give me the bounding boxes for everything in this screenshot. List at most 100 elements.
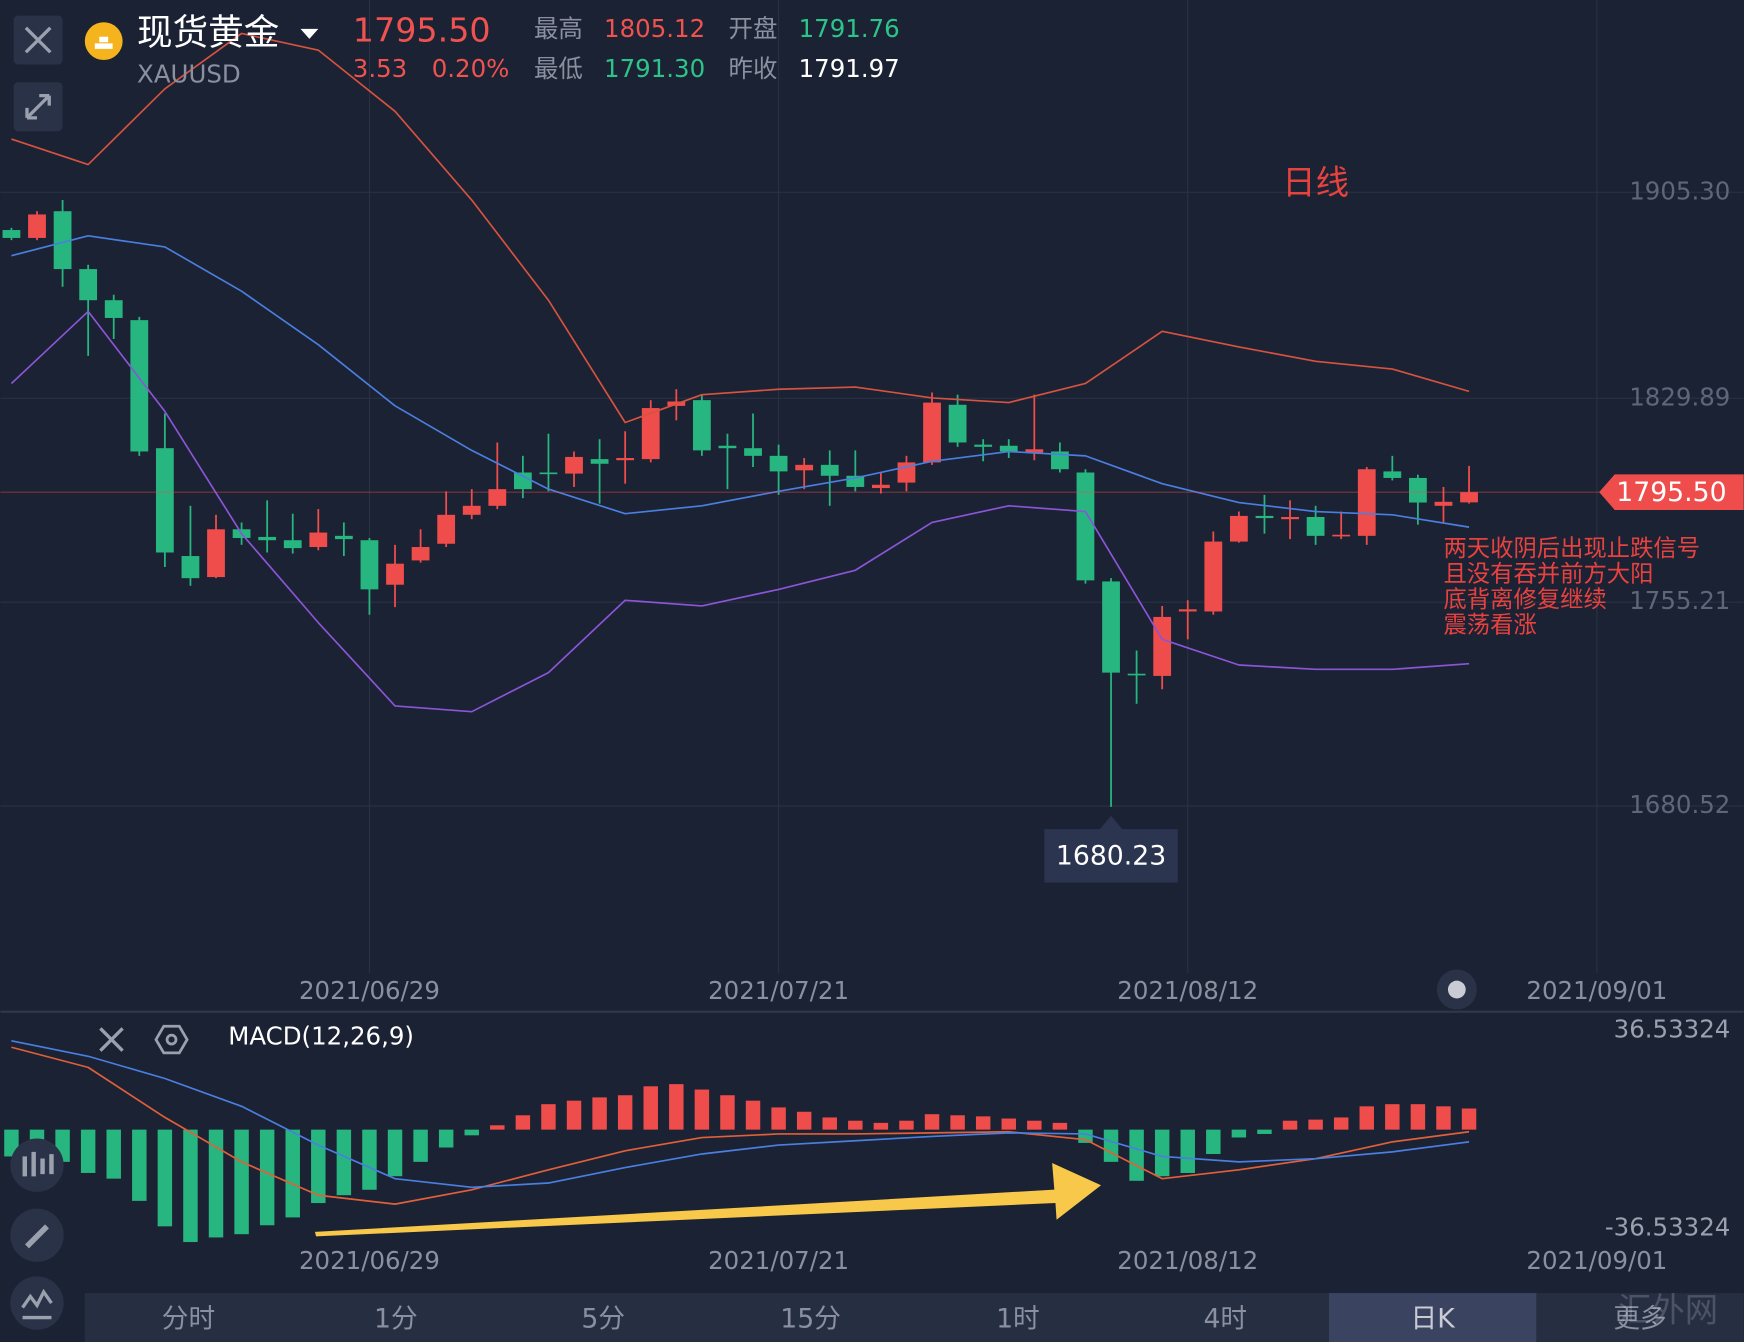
macd-bar	[592, 1097, 607, 1130]
macd-bar	[720, 1095, 735, 1130]
macd-bar	[1308, 1119, 1323, 1130]
y-tick-label: 1829.89	[1629, 382, 1730, 411]
tab[interactable]: 4时	[1203, 1303, 1247, 1334]
candle-body	[360, 540, 379, 590]
tab[interactable]: 日K	[1411, 1303, 1457, 1334]
candle-body	[53, 211, 72, 270]
candle-body	[565, 456, 583, 474]
candle-body	[923, 402, 941, 463]
tab[interactable]: 分时	[162, 1303, 215, 1334]
tab[interactable]: 1时	[996, 1303, 1040, 1334]
x-tick-label: 2021/06/29	[299, 976, 440, 1005]
macd-bar	[157, 1129, 173, 1227]
macd-bar	[1282, 1120, 1298, 1130]
macd-bar	[285, 1129, 300, 1218]
candle-body	[207, 529, 225, 578]
macd-bar	[669, 1084, 684, 1130]
settings-center	[165, 1033, 178, 1046]
macd-bar	[1001, 1118, 1016, 1130]
macd-bar	[950, 1115, 965, 1130]
toggle-dot	[1447, 980, 1466, 999]
open-label: 开盘	[729, 14, 778, 43]
candle-body	[462, 505, 481, 515]
macd-bar	[1129, 1129, 1144, 1181]
candle-body	[820, 464, 839, 476]
macd-bar	[1027, 1120, 1042, 1130]
candle-body	[79, 269, 98, 301]
y-tick-label: -36.53324	[1605, 1213, 1731, 1242]
shrink-icon	[25, 93, 51, 120]
gold-bars	[94, 36, 113, 49]
candle-body	[1153, 616, 1172, 676]
indicator-line	[11, 32, 1470, 424]
candle-body	[181, 556, 200, 579]
tab[interactable]: 1分	[374, 1303, 418, 1334]
kline-tool[interactable]	[10, 1138, 64, 1192]
macd-bar	[1410, 1104, 1426, 1130]
candle-body	[692, 400, 711, 451]
indicator-line	[10, 310, 1470, 713]
close-icon	[24, 26, 52, 54]
candle-body	[1281, 517, 1299, 520]
macd-bar	[413, 1129, 428, 1162]
instrument-name[interactable]: 现货黄金	[137, 12, 279, 53]
candle-body	[1383, 471, 1402, 478]
pencil-icon	[25, 1224, 49, 1249]
candle-body	[1306, 517, 1325, 536]
macd-bar	[566, 1100, 582, 1130]
low-label: 1680.23	[1056, 840, 1166, 871]
candle-body	[1127, 673, 1146, 676]
macd-bar	[796, 1111, 812, 1130]
macd-bar	[848, 1120, 863, 1130]
candle-body	[309, 532, 328, 548]
y-tick-label: 1680.52	[1629, 790, 1730, 819]
tab[interactable]: 5分	[581, 1303, 625, 1334]
candle-body	[1076, 472, 1095, 581]
y-tick-label: 36.53324	[1614, 1015, 1731, 1044]
candle-body	[539, 472, 558, 475]
candle-body	[130, 320, 149, 452]
candle-body	[1409, 477, 1427, 503]
tab[interactable]: 15分	[780, 1303, 841, 1334]
period-annotation: 日线	[1282, 163, 1349, 202]
candle-body	[1025, 449, 1044, 453]
x-tick-label: 2021/07/21	[708, 976, 849, 1005]
x-tick-label: 2021/08/12	[1117, 1246, 1258, 1275]
macd-bar	[464, 1129, 479, 1136]
candle-body	[974, 444, 993, 447]
candle-body	[590, 459, 609, 464]
x-tick-label: 2021/09/01	[1526, 1246, 1667, 1275]
macd-bar	[924, 1114, 940, 1130]
candle-body	[513, 472, 532, 490]
macd-bar	[1154, 1129, 1170, 1177]
candle-body	[1332, 534, 1351, 537]
macd-bar	[1103, 1129, 1119, 1162]
candle-body	[488, 489, 507, 506]
candle-body	[1434, 501, 1453, 506]
high-label: 最高	[534, 14, 583, 43]
indicator-title: MACD(12,26,9)	[228, 1021, 414, 1050]
candle-body	[28, 214, 46, 238]
note-line: 震荡看涨	[1443, 610, 1536, 638]
prev-close-value: 1791.97	[799, 54, 900, 83]
low-value: 1791.30	[604, 54, 705, 83]
tab[interactable]: 更多	[1613, 1303, 1666, 1334]
macd-bar	[745, 1100, 761, 1130]
macd-bar	[1461, 1108, 1477, 1130]
plot-layer: 2021/06/29 2021/07/21 2021/08/12 2021/09/01…	[0, 0, 1744, 1275]
macd-bar	[438, 1129, 454, 1148]
dropdown-arrow[interactable]	[300, 28, 319, 39]
candle-body	[948, 404, 967, 443]
trend-arrow	[314, 1162, 1102, 1237]
candle-body	[1204, 541, 1223, 612]
candle-body	[871, 484, 890, 489]
macd-settings[interactable]	[154, 1024, 189, 1055]
macd-bar	[694, 1089, 710, 1130]
macd-bar	[132, 1129, 147, 1201]
macd-close[interactable]	[99, 1027, 124, 1052]
macd-bar	[4, 1129, 19, 1157]
macd-bar	[617, 1095, 633, 1130]
macd-bar	[1385, 1104, 1400, 1130]
